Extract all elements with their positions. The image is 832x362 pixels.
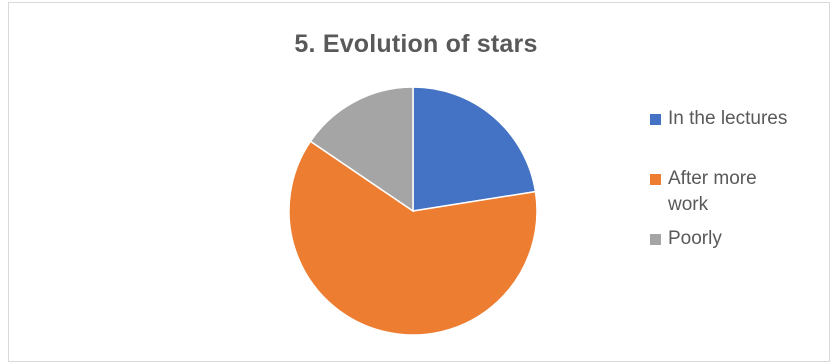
legend-swatch-after-more-work	[650, 174, 661, 185]
legend-swatch-in-the-lectures	[650, 114, 661, 125]
pie-slice-in-the-lectures	[413, 87, 535, 211]
legend-swatch-poorly	[650, 234, 661, 245]
legend-label-in-the-lectures: In the lectures	[668, 106, 818, 132]
legend-label-poorly: Poorly	[668, 226, 818, 252]
legend-label-after-more-work: After more work	[668, 166, 788, 218]
